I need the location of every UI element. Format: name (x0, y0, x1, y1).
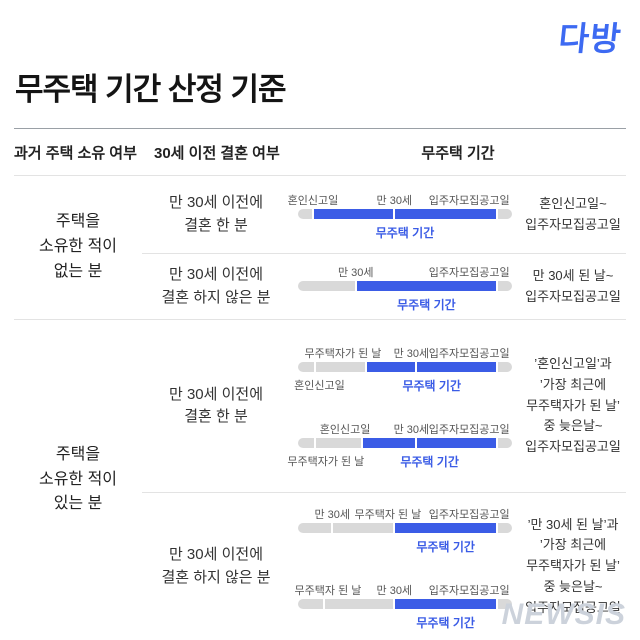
timeline-tick (496, 362, 499, 372)
timeline-tick-label: 혼인신고일 (294, 380, 345, 392)
timeline-tick (314, 438, 317, 448)
timeline-tick-label: 무주택자 된 날 (294, 584, 362, 597)
no-house-period-badge: 무주택 기간 (375, 225, 435, 240)
ownership-label: 주택을 소유한 적이 있는 분 (38, 445, 118, 513)
timeline-tick-label: 만 30세 (376, 584, 413, 597)
dabang-logo: 다방 (557, 20, 624, 57)
timeline-bar (298, 208, 512, 219)
timeline-fill-segment (394, 522, 498, 533)
header-past-ownership: 과거 주택 소유 여부 (14, 144, 137, 162)
no-house-period-badge: 무주택 기간 (416, 539, 475, 554)
no-house-period-badge: 무주택 기간 (400, 455, 459, 469)
timeline-tick (393, 522, 396, 533)
timeline-tick-label: 무주택자가 된 날 (304, 348, 382, 360)
timeline-tick (414, 362, 417, 372)
marriage-status-label: 만 30세 이전에 결혼 한 분 (168, 194, 264, 234)
marriage-status-label: 만 30세 이전에 결혼 하지 않은 분 (161, 546, 271, 586)
period-result-label: 혼인신고일~ 입주자모집공고일 (525, 195, 621, 232)
timeline-tick (311, 208, 314, 219)
timeline-fill-segment (312, 208, 497, 219)
timeline-tick (393, 208, 396, 219)
timeline-tick-label: 혼인신고일 (319, 424, 371, 436)
timeline-tick-label: 입주자모집공고일 (428, 424, 510, 436)
no-house-period-badge: 무주택 기간 (416, 615, 475, 630)
period-result-label: ’혼인신고일’과 ’가장 최근에 무주택자가 된 날’ 중 늦은날~ 입주자모집… (525, 356, 621, 455)
timeline-tick-label: 입주자모집공고일 (428, 348, 510, 360)
timeline-bar (298, 598, 512, 609)
timeline-tick-label: 만 30세 (393, 424, 430, 436)
timeline-tick-label: 입주자모집공고일 (428, 194, 510, 207)
timeline-tick-label: 만 30세 (314, 508, 351, 521)
timeline-bar (298, 280, 512, 291)
timeline-bar (298, 522, 512, 533)
timeline-fill-segment (362, 438, 497, 448)
ownership-label: 주택을 소유한 적이 없는 분 (38, 213, 118, 280)
criteria-table: 과거 주택 소유 여부 30세 이전 결혼 여부 무주택 기간 주택을 소유한 … (14, 128, 626, 640)
timeline-tick-label: 만 30세 (376, 194, 413, 207)
timeline-tick (354, 280, 357, 291)
timeline-fill-segment (366, 362, 497, 372)
timeline-tick (314, 362, 317, 372)
timeline-tick (496, 522, 499, 533)
marriage-status-label: 만 30세 이전에 결혼 한 분 (168, 385, 264, 426)
header-no-house-period: 무주택 기간 (421, 144, 495, 162)
timeline-tick (496, 208, 499, 219)
marriage-status-label: 만 30세 이전에 결혼 하지 않은 분 (161, 266, 271, 306)
no-house-period-badge: 무주택 기간 (402, 379, 462, 393)
timeline-tick (496, 598, 499, 609)
page-title: 무주택 기간 산정 기준 (15, 72, 287, 107)
timeline-tick-label: 입주자모집공고일 (428, 266, 510, 279)
timeline-tick (414, 438, 417, 448)
timeline-tick-label: 무주택자 된 날 (354, 508, 422, 521)
timeline-tick (322, 598, 325, 609)
period-result-label: ’만 30세 된 날’과 ’가장 최근에 무주택자가 된 날’ 중 늦은날~ 입… (525, 516, 621, 615)
timeline-tick-label: 만 30세 (393, 348, 430, 360)
timeline-bar (298, 362, 512, 372)
no-house-period-badge: 무주택 기간 (397, 297, 456, 312)
timeline-tick-label: 입주자모집공고일 (428, 508, 510, 521)
timeline-fill-segment (394, 598, 498, 609)
timeline-bar (298, 438, 512, 448)
timeline-tick-label: 혼인신고일 (287, 194, 339, 207)
timeline-tick (393, 598, 396, 609)
timeline-tick (496, 280, 499, 291)
sub-rows: 만 30세 이전에 결혼 한 분 혼인신고일 만 30세 입주자모집공고일 무주택 기간… (142, 176, 626, 319)
timeline-tick (331, 522, 334, 533)
table-header-row: 과거 주택 소유 여부 30세 이전 결혼 여부 무주택 기간 (14, 129, 626, 176)
timeline-tick-label: 만 30세 (337, 266, 374, 279)
timeline-tick (365, 362, 368, 372)
timeline-fill-segment (355, 280, 497, 291)
header-marriage-before-30: 30세 이전 결혼 여부 (154, 144, 280, 162)
period-result-label: 만 30세 된 날~ 입주자모집공고일 (525, 267, 621, 304)
timeline-tick (496, 438, 499, 448)
timeline-tick-label: 입주자모집공고일 (428, 584, 510, 597)
timeline-tick (361, 438, 364, 448)
timeline-tick-label: 무주택자가 된 날 (287, 456, 365, 468)
newsis-watermark: NEWSIS (501, 598, 626, 631)
